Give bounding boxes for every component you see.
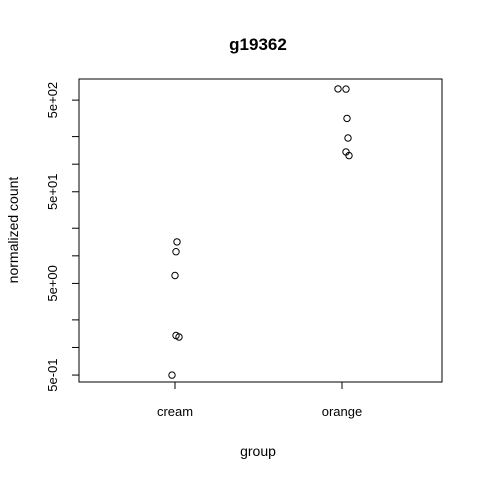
x-tick-label-orange: orange [322,404,362,419]
point-orange-3 [343,114,351,123]
point-cream-5 [173,238,181,246]
point-cream-3 [171,271,179,280]
plot-area [78,78,443,383]
x-axis-label: group [240,443,276,459]
point-cream-4 [172,248,180,256]
chart-title: g19362 [229,35,287,54]
y-axis: 5e-01 5e+00 5e+01 5e+02 [45,82,79,392]
point-orange-1 [342,148,350,156]
data-points [168,85,353,379]
point-orange-4 [342,85,350,93]
y-axis-label: normalized count [5,177,21,284]
y-tick-label-3: 5e+02 [45,82,60,119]
point-cream-2 [172,331,180,340]
point-orange-5 [334,85,342,93]
x-axis: cream orange [157,382,362,419]
x-tick-label-cream: cream [157,404,193,419]
point-orange-2 [344,134,352,142]
y-tick-label-0: 5e-01 [45,358,60,391]
y-tick-label-1: 5e+00 [45,265,60,302]
point-cream-0 [168,371,176,379]
y-tick-label-2: 5e+01 [45,174,60,211]
